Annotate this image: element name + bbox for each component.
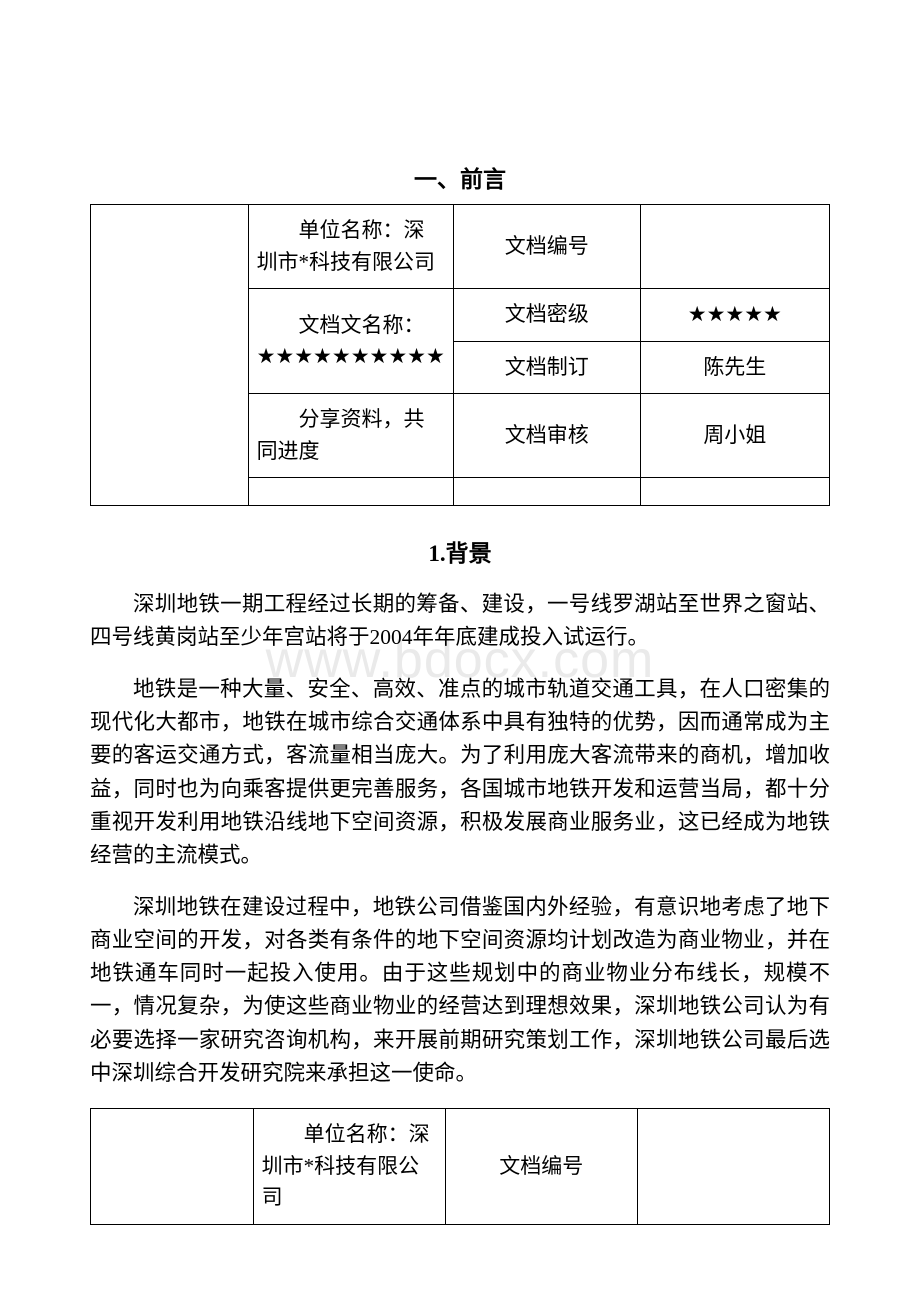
- table-cell: [248, 478, 453, 506]
- table-cell-empty: [91, 205, 249, 506]
- table-cell: 文档制订: [453, 341, 640, 394]
- table-cell: [640, 478, 829, 506]
- table-cell: [640, 205, 829, 289]
- table-cell: [453, 478, 640, 506]
- page-content: 一、前言 单位名称：深圳市*科技有限公司 文档编号 文档文名称： ★★★★★★★…: [90, 160, 830, 1225]
- info-table-2: 单位名称：深圳市*科技有限公司 文档编号: [90, 1108, 830, 1225]
- body-paragraph: 地铁是一种大量、安全、高效、准点的城市轨道交通工具，在人口密集的现代化大都市，地…: [90, 673, 830, 873]
- table-cell: 文档编号: [445, 1109, 637, 1225]
- table-cell: [637, 1109, 829, 1225]
- body-paragraph: 深圳地铁在建设过程中，地铁公司借鉴国内外经验，有意识地考虑了地下商业空间的开发，…: [90, 891, 830, 1091]
- section-heading-foreword: 一、前言: [90, 160, 830, 194]
- table-cell: 单位名称：深圳市*科技有限公司: [248, 205, 453, 289]
- body-paragraph: 深圳地铁一期工程经过长期的筹备、建设，一号线罗湖站至世界之窗站、四号线黄岗站至少…: [90, 588, 830, 655]
- table-cell: 分享资料，共同进度: [248, 394, 453, 478]
- section-subheading-background: 1.背景: [90, 534, 830, 568]
- table-cell: 文档编号: [453, 205, 640, 289]
- table-cell: 陈先生: [640, 341, 829, 394]
- table-row: 单位名称：深圳市*科技有限公司 文档编号: [91, 1109, 830, 1225]
- table-cell-empty: [91, 1109, 254, 1225]
- table-cell: 文档文名称： ★★★★★★★★★★: [248, 289, 453, 394]
- table-cell-text: ★★★★★★★★★★: [257, 344, 445, 368]
- table-cell: ★★★★★: [640, 289, 829, 342]
- table-cell: 单位名称：深圳市*科技有限公司: [253, 1109, 445, 1225]
- table-cell-text: 文档文名称：: [257, 313, 425, 337]
- info-table-1: 单位名称：深圳市*科技有限公司 文档编号 文档文名称： ★★★★★★★★★★ 文…: [90, 204, 830, 506]
- table-row: 单位名称：深圳市*科技有限公司 文档编号: [91, 205, 830, 289]
- table-cell: 文档审核: [453, 394, 640, 478]
- table-cell: 周小姐: [640, 394, 829, 478]
- table-cell: 文档密级: [453, 289, 640, 342]
